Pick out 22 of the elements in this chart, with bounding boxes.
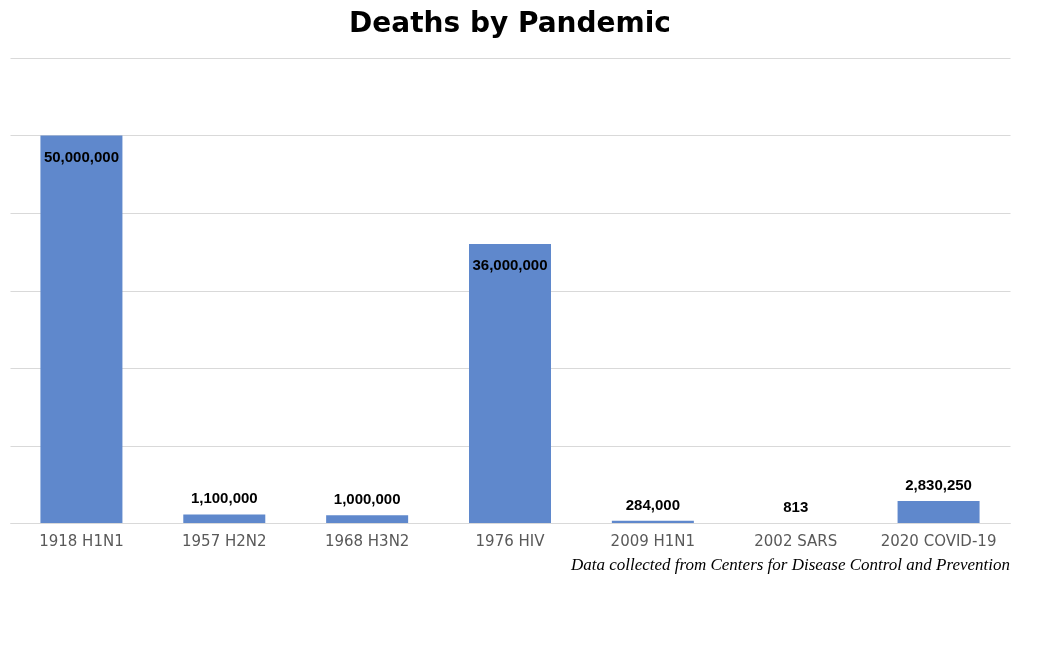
bar: [183, 514, 266, 523]
x-tick-label: 2020 COVID-19: [880, 531, 997, 550]
x-tick-label: 2009 H1N1: [610, 531, 696, 550]
data-label: 1,100,000: [190, 489, 258, 507]
x-tick-label: 1976 HIV: [475, 531, 546, 550]
bar: [611, 520, 694, 523]
x-tick-label: 1957 H2N2: [182, 531, 267, 550]
bar: [469, 244, 551, 523]
data-label: 284,000: [625, 495, 680, 513]
x-tick-label: 2002 SARS: [754, 531, 838, 550]
data-label: 1,000,000: [333, 490, 401, 508]
text: Data collected from Centers for Disease Control and Prevention: [569, 555, 1010, 574]
data-label: 2,830,250: [905, 476, 972, 494]
data-label: 813: [783, 497, 809, 515]
bar: [40, 135, 123, 523]
chart-title: Deaths by Pandemic: [349, 6, 671, 39]
data-label: 36,000,000: [472, 256, 548, 273]
bar: [897, 501, 980, 523]
x-tick-label: 1918 H1N1: [39, 531, 124, 550]
x-tick-label: 1968 H3N2: [324, 531, 410, 550]
bar: [326, 515, 409, 523]
data-label: 50,000,000: [43, 147, 119, 165]
